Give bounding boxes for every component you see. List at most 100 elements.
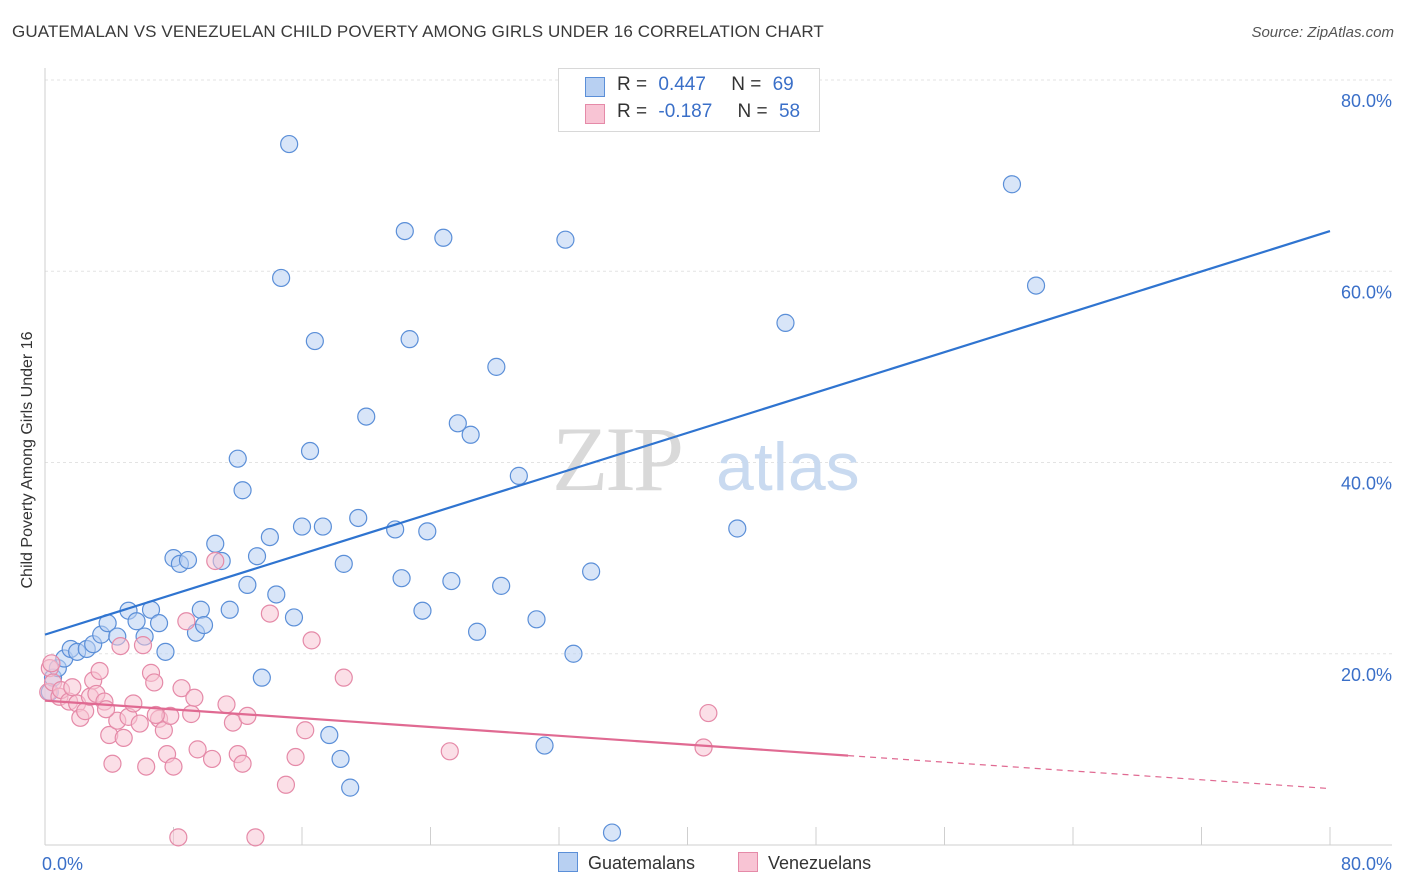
watermark-atlas: atlas <box>716 429 860 505</box>
venezuelan-point <box>185 688 204 707</box>
legend-swatch-pink <box>738 852 758 872</box>
guatemalan-point <box>233 481 252 500</box>
guatemalan-point <box>194 615 214 635</box>
r-value: 0.447 <box>658 74 706 95</box>
venezuelan-point <box>699 703 718 723</box>
source-label: Source: ZipAtlas.com <box>1251 24 1394 41</box>
guatemalan-point <box>228 449 247 468</box>
venezuelan-point <box>146 705 165 725</box>
guatemalan-point <box>272 268 291 288</box>
venezuelan-point <box>276 775 296 794</box>
guatemalan-point <box>1002 175 1022 194</box>
venezuelan-point <box>233 754 252 773</box>
guatemalan-point <box>434 228 453 247</box>
venezuelan-point <box>111 636 130 656</box>
axis-layer <box>44 68 1392 846</box>
venezuelan-point <box>133 636 153 655</box>
venezuelan-point <box>440 742 459 761</box>
venezuelan-point <box>182 704 201 724</box>
venezuelan-point <box>286 747 305 767</box>
guatemalan-point <box>413 601 432 620</box>
y-axis-label: Child Poverty Among Girls Under 16 <box>19 331 36 589</box>
guatemalan-point <box>467 622 487 641</box>
r-label: R = <box>617 74 648 95</box>
tick-label-layer: 20.0% 40.0% 60.0% 80.0% 0.0% 80.0% <box>42 91 1392 874</box>
guatemalan-point <box>331 749 350 769</box>
legend-swatch-blue <box>558 852 578 872</box>
guatemalan-point <box>418 522 437 541</box>
venezuelan-point <box>124 694 143 713</box>
venezuelan-point <box>90 661 109 681</box>
trend-line-venezuelans-extrapolated <box>848 754 1331 790</box>
trend-line-venezuelans <box>44 699 849 757</box>
legend-label: Venezuelans <box>768 853 872 873</box>
guatemalan-point <box>776 313 795 332</box>
venezuelan-point <box>206 551 225 571</box>
guatemalan-point <box>461 425 480 444</box>
points-layer <box>39 134 1046 847</box>
watermark-zip: ZIP <box>552 408 681 510</box>
guatemalan-point <box>334 554 353 573</box>
stats-swatch-pink <box>585 104 605 124</box>
guatemalan-point <box>442 571 461 591</box>
venezuelan-point <box>296 721 315 740</box>
venezuelan-point <box>334 668 353 687</box>
guatemalan-point <box>178 550 198 570</box>
guatemalan-point <box>582 562 601 581</box>
stats-swatch-blue <box>585 77 605 97</box>
guatemalan-point <box>535 736 554 755</box>
guatemalan-point <box>252 668 271 687</box>
guatemalan-point <box>191 600 210 619</box>
guatemalan-point <box>395 221 414 241</box>
guatemalan-point <box>487 357 506 376</box>
venezuelan-point <box>63 678 82 697</box>
guatemalan-point <box>527 610 546 629</box>
guatemalan-point <box>220 600 239 619</box>
guatemalan-point <box>392 569 411 588</box>
venezuelan-point <box>188 740 207 759</box>
venezuelan-point <box>42 654 61 673</box>
venezuelan-point <box>96 700 116 719</box>
stats-text: R = -0.187 N = 58 <box>617 101 800 123</box>
guatemalan-point <box>1026 276 1046 295</box>
chart-title: GUATEMALAN VS VENEZUELAN CHILD POVERTY A… <box>12 22 824 41</box>
trend-layer <box>44 230 1331 790</box>
venezuelan-point <box>302 631 321 650</box>
venezuelan-point <box>202 749 222 769</box>
x-tick-label: 80.0% <box>1341 854 1392 874</box>
r-value: -0.187 <box>658 101 713 122</box>
guatemalan-point <box>267 585 286 604</box>
n-label: N = <box>731 74 762 95</box>
guatemalan-point <box>320 725 339 745</box>
venezuelan-point <box>172 679 191 698</box>
trend-line-guatemalans <box>44 230 1331 636</box>
legend-item-venezuelans: Venezuelans <box>738 852 871 874</box>
venezuelan-point <box>260 604 279 623</box>
guatemalan-point <box>357 407 376 426</box>
n-value: 69 <box>772 74 794 95</box>
guatemalan-point <box>238 575 257 595</box>
y-tick-label: 20.0% <box>1341 665 1392 685</box>
guatemalan-point <box>300 441 320 461</box>
guatemalan-point <box>448 414 467 433</box>
guatemalan-point <box>400 330 419 349</box>
r-label: R = <box>617 101 648 122</box>
venezuelan-point <box>694 738 713 757</box>
venezuelan-point <box>145 673 164 692</box>
y-tick-label: 80.0% <box>1341 91 1392 111</box>
guatemalan-point <box>206 534 225 553</box>
venezuelan-point <box>103 754 122 773</box>
venezuelan-point <box>130 714 149 733</box>
guatemalan-point <box>349 508 368 528</box>
guatemalan-point <box>127 612 146 631</box>
legend-item-guatemalans: Guatemalans <box>558 852 695 874</box>
venezuelan-point <box>137 757 156 776</box>
guatemalan-point <box>305 331 324 351</box>
guatemalan-point <box>564 644 583 663</box>
stats-text: R = 0.447 N = 69 <box>617 74 794 96</box>
venezuelan-point <box>169 828 188 847</box>
guatemalan-point <box>280 134 299 154</box>
guatemalan-point <box>149 614 169 633</box>
legend-label: Guatemalans <box>588 853 696 873</box>
